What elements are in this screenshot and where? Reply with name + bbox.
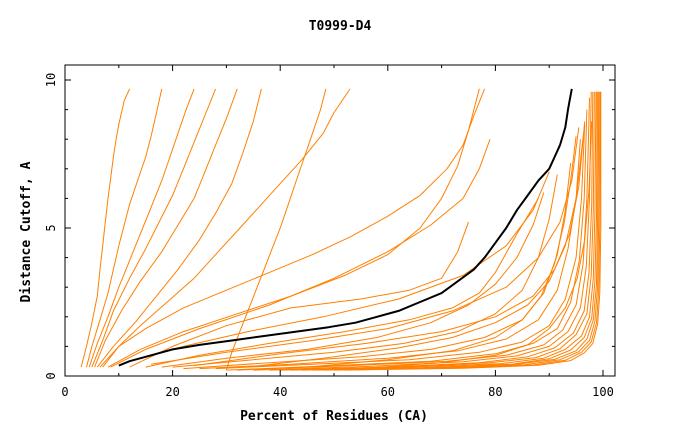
series-line-highlighted-model <box>118 88 573 367</box>
series-layer <box>80 88 602 371</box>
x-tick-label: 100 <box>592 385 614 399</box>
x-tick-label: 20 <box>165 385 179 399</box>
x-tick-label: 40 <box>273 385 287 399</box>
series-line-model-17 <box>183 162 572 370</box>
series-line-model-27 <box>312 91 599 371</box>
series-line-model-19 <box>215 124 586 370</box>
series-line-model-13 <box>129 221 469 368</box>
y-tick-label: 10 <box>44 73 58 87</box>
x-axis-label: Percent of Residues (CA) <box>240 409 428 424</box>
y-tick-label: 0 <box>44 372 58 379</box>
series-line-model-26 <box>301 91 598 371</box>
series-line-model-22 <box>253 91 592 371</box>
series-line-model-30 <box>344 91 602 371</box>
x-tick-label: 80 <box>488 385 502 399</box>
series-line-model-5 <box>91 88 217 368</box>
series-line-model-10 <box>107 88 480 368</box>
axis-layer: 0 20 40 60 80 100 0 5 10 <box>44 65 615 399</box>
series-line-model-25 <box>290 91 597 371</box>
chart-title: T0999-D4 <box>309 19 372 34</box>
series-line-model-14 <box>145 198 539 368</box>
series-line-model-15 <box>161 192 545 368</box>
y-axis-label: Distance Cutoff, A <box>19 161 34 302</box>
series-line-model-29 <box>333 91 601 371</box>
x-tick-label: 0 <box>61 385 68 399</box>
series-line-model-34 <box>307 136 577 368</box>
series-line-model-16 <box>172 174 558 368</box>
series-line-model-6 <box>94 88 238 368</box>
series-line-model-31 <box>247 133 585 368</box>
series-line-model-32 <box>194 121 586 367</box>
series-line-model-36 <box>129 171 550 362</box>
series-line-model-3 <box>86 88 163 368</box>
series-line-model-33 <box>151 127 580 365</box>
series-line-model-2 <box>80 88 131 368</box>
plot-frame <box>64 64 616 377</box>
y-tick-label: 5 <box>44 224 58 231</box>
series-line-model-24 <box>280 91 595 371</box>
x-tick-label: 60 <box>381 385 395 399</box>
series-line-model-8 <box>99 88 351 368</box>
series-line-model-35 <box>360 121 593 370</box>
series-line-model-9 <box>102 88 486 368</box>
series-line-model-7 <box>96 88 262 368</box>
series-line-model-20 <box>226 109 588 371</box>
series-line-model-11 <box>110 139 491 368</box>
series-line-model-12 <box>225 88 327 371</box>
series-line-model-4 <box>88 88 195 368</box>
series-line-model-23 <box>269 91 594 371</box>
